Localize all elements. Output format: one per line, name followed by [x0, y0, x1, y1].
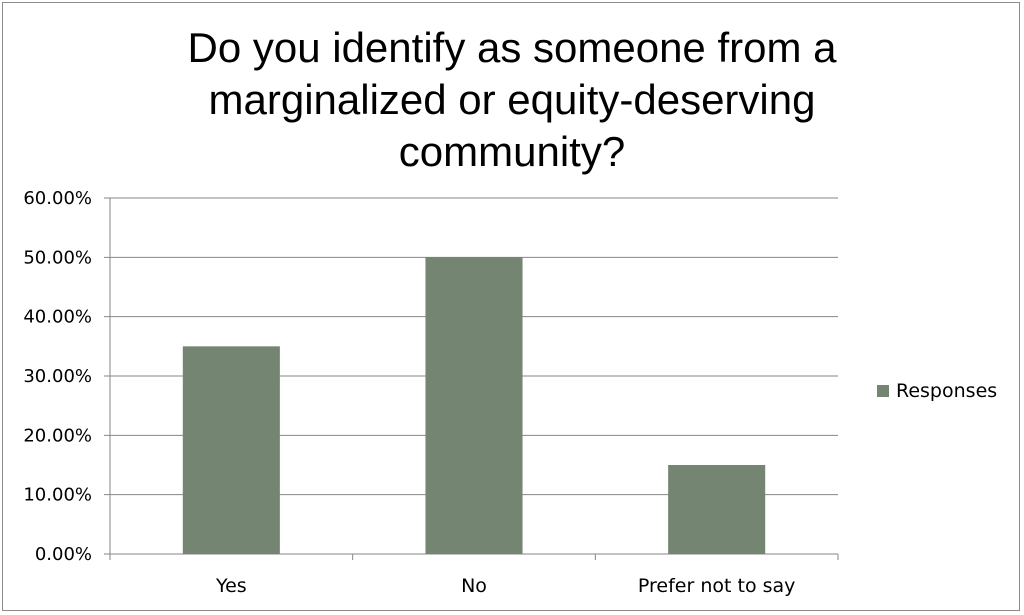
- bar-no: [425, 257, 523, 554]
- y-tick-label: 60.00%: [23, 188, 92, 209]
- y-tick-label: 0.00%: [35, 544, 92, 565]
- chart-title-line-3: community?: [398, 128, 626, 175]
- chart-title-line-2: marginalized or equity-deserving: [208, 76, 816, 123]
- y-tick-label: 10.00%: [23, 485, 92, 506]
- y-tick-label: 30.00%: [23, 366, 92, 387]
- chart-title-line-1: Do you identify as someone from a: [187, 24, 837, 71]
- legend-swatch: [877, 385, 889, 397]
- y-tick-label: 40.00%: [23, 307, 92, 328]
- x-tick-label: Yes: [215, 575, 247, 597]
- x-tick-label: Prefer not to say: [638, 575, 796, 597]
- bar-yes: [182, 346, 280, 554]
- legend: Responses: [877, 380, 997, 402]
- y-tick-label: 20.00%: [23, 425, 92, 446]
- chart-title: Do you identify as someone from a margin…: [0, 22, 1024, 178]
- bar-prefer-not-to-say: [668, 465, 766, 554]
- legend-label: Responses: [896, 380, 998, 402]
- y-tick-label: 50.00%: [23, 247, 92, 268]
- x-tick-label: No: [461, 575, 487, 597]
